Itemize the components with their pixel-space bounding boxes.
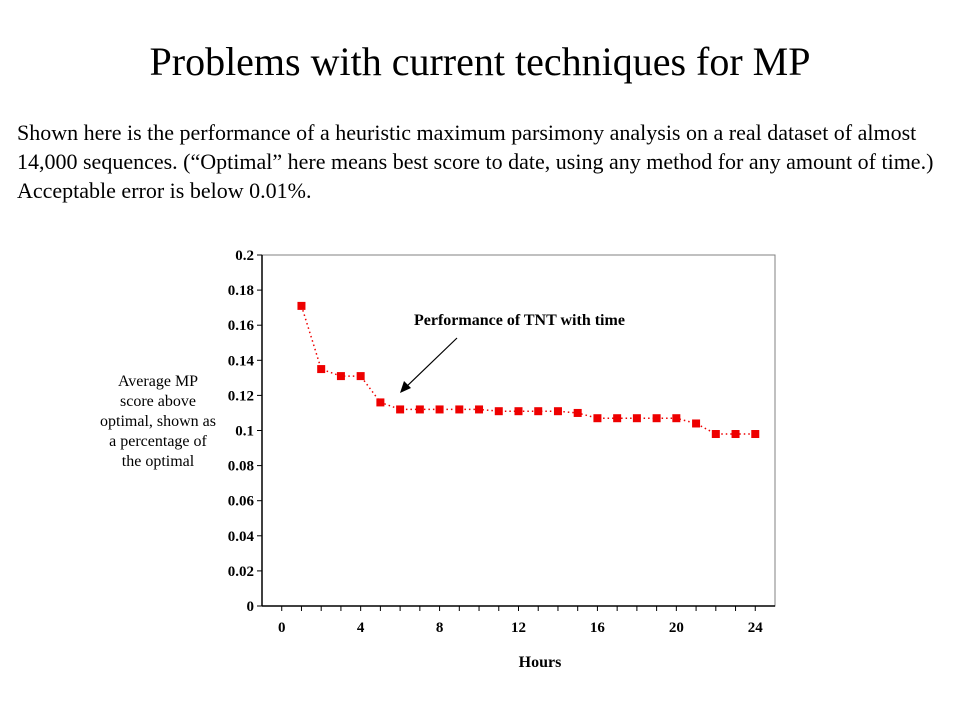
slide-title: Problems with current techniques for MP <box>149 39 811 84</box>
data-point-marker <box>336 372 345 381</box>
y-tick-label: 0.12 <box>228 388 254 404</box>
data-point-marker <box>376 398 385 407</box>
data-point-marker <box>415 405 424 414</box>
data-point-marker <box>455 405 464 414</box>
plot-area-border <box>261 254 776 607</box>
y-axis-label-line: score above <box>120 393 196 410</box>
slide-body-text: Shown here is the performance of a heuri… <box>17 120 934 203</box>
y-axis-label: Average MP score above optimal, shown as a … <box>88 372 228 472</box>
y-tick-label: 0.02 <box>228 564 254 580</box>
x-tick-label: 0 <box>278 620 286 636</box>
y-tick-label: 0.06 <box>228 494 255 510</box>
x-tick-label: 16 <box>590 620 606 636</box>
data-point-marker <box>494 407 503 416</box>
data-point-marker <box>711 430 720 439</box>
y-tick-label: 0.08 <box>228 459 254 475</box>
y-axis-label-line: optimal, shown as <box>100 413 216 430</box>
data-point-marker <box>751 430 760 439</box>
y-tick-label: 0.14 <box>228 353 255 369</box>
data-point-marker <box>652 414 661 423</box>
y-axis-label-line: Average MP <box>117 373 199 390</box>
y-tick-label: 0.18 <box>228 283 254 299</box>
x-axis-label: Hours <box>518 654 562 671</box>
y-axis-label-line: a percentage of <box>109 433 207 450</box>
data-point-marker <box>475 405 484 414</box>
y-tick-label: 0.2 <box>235 248 254 264</box>
x-tick-label: 4 <box>357 620 365 636</box>
data-point-marker <box>297 301 306 310</box>
x-tick-label: 24 <box>748 620 764 636</box>
data-point-marker <box>317 365 326 374</box>
annotation-arrowhead <box>400 381 411 393</box>
data-point-marker <box>396 405 405 414</box>
annotation-arrow-line <box>403 337 458 390</box>
x-tick-label: 20 <box>669 620 684 636</box>
y-tick-label: 0.1 <box>235 424 254 440</box>
y-tick-label: 0 <box>247 599 255 615</box>
y-tick-label: 0.04 <box>228 529 255 545</box>
data-point-marker <box>573 408 582 417</box>
data-point-marker <box>613 414 622 423</box>
x-tick-label: 8 <box>436 620 444 636</box>
x-tick-label: 12 <box>511 620 526 636</box>
data-point-marker <box>435 405 444 414</box>
y-axis-label-line: the optimal <box>121 453 195 470</box>
data-point-marker <box>672 414 681 423</box>
chart-annotation: Performance of TNT with time <box>414 312 625 329</box>
data-point-marker <box>731 430 740 439</box>
data-point-marker <box>356 372 365 381</box>
data-point-marker <box>593 414 602 423</box>
data-point-marker <box>534 407 543 416</box>
y-tick-label: 0.16 <box>228 318 255 334</box>
data-point-marker <box>514 407 523 416</box>
data-point-marker <box>553 407 562 416</box>
data-point-marker <box>692 419 701 428</box>
data-point-marker <box>632 414 641 423</box>
